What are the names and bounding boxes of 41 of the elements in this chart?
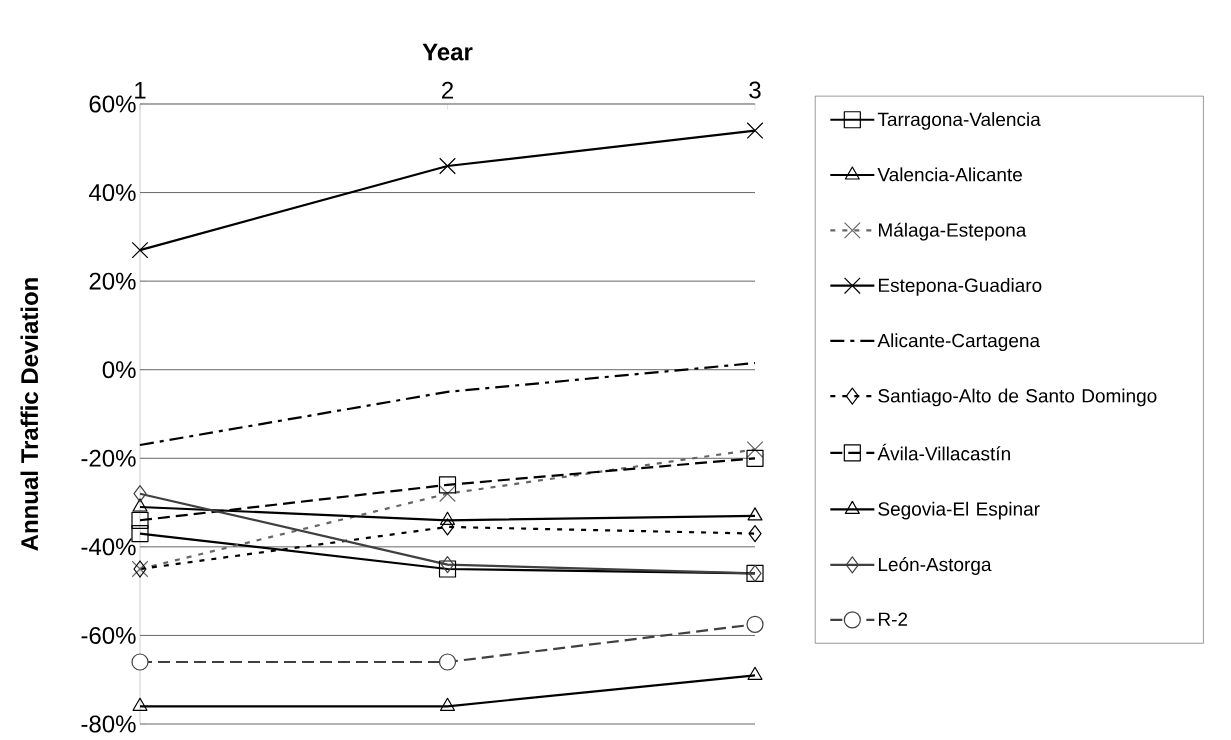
legend-label: León-Astorga [878,557,992,575]
x-axis-title: Year [422,43,473,61]
point [131,653,149,671]
legend-label: Tarragona-Valencia [877,112,1041,130]
x-tick-label: 1 [135,81,146,99]
point [440,555,455,574]
point [746,122,764,139]
point [438,653,457,671]
point [439,485,456,503]
x-tick-label: 2 [442,81,453,99]
x-tick-label: 3 [749,81,761,99]
legend-label: Alicante-Cartagena [877,333,1041,352]
point [133,485,147,503]
point [438,560,457,578]
legend-label: Ávila-Villacastín [877,443,1010,461]
point [746,441,764,458]
y-tick-label: -20% [81,449,136,467]
point [439,157,456,175]
point [746,615,764,633]
y-tick-label: -40% [81,538,136,556]
y-tick-label: 20% [89,272,136,290]
point [748,524,762,543]
legend-label: Segovia-El Espinar [878,501,1040,520]
legend-label: Santiago-Alto de Santo Domingo [878,388,1157,407]
point [440,518,455,536]
legend-label: R-2 [878,612,908,626]
point [438,476,457,494]
y-tick-label: 0% [102,361,136,379]
point [131,511,149,529]
point [132,498,148,512]
legend-label: Málaga-Estepona [878,222,1027,241]
y-tick-label: 60% [89,95,136,113]
legend-label: Estepona-Guadiaro [878,278,1042,296]
y-tick-label: -80% [81,715,136,733]
y-tick-label: -60% [81,626,136,644]
point [131,241,149,259]
point [746,449,764,467]
y-axis-title: Annual Traffic Deviation [20,278,39,551]
point [747,507,763,521]
y-tick-label: 40% [88,184,136,202]
legend-label: Valencia-Alicante [877,167,1022,182]
